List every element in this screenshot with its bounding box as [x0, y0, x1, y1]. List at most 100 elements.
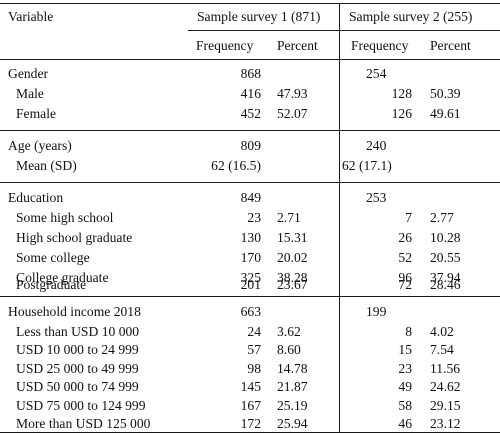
- survey1-percent: 3.62: [277, 324, 301, 339]
- row-label: USD 75 000 to 124 999: [16, 397, 146, 413]
- bottom-rule: [0, 432, 500, 434]
- table-row: College graduate 325 38.28 96 37.94: [0, 268, 500, 288]
- survey1-frequency: 868: [240, 66, 261, 81]
- survey2-frequency: 126: [391, 106, 412, 121]
- subheader-row: Frequency Percent Frequency Percent: [0, 36, 500, 56]
- section-divider: [0, 130, 500, 131]
- survey1-frequency: 24: [247, 324, 261, 339]
- section-title: Age (years): [8, 138, 72, 153]
- variable-header: Variable: [8, 9, 54, 24]
- table-row: USD 25 000 to 49 999 98 14.78 23 11.56: [0, 359, 500, 379]
- survey1-percent: 14.78: [277, 360, 308, 376]
- survey2-percent: 28.46: [430, 277, 461, 292]
- frequency-header: Frequency: [351, 38, 409, 53]
- survey1-frequency: 145: [240, 379, 261, 395]
- survey2-percent: 2.77: [430, 210, 454, 225]
- row-label: Male: [16, 86, 44, 101]
- survey1-percent: 20.02: [277, 250, 308, 265]
- survey2-percent: 24.62: [430, 379, 461, 395]
- survey1-frequency: 325: [240, 270, 261, 285]
- survey2-frequency: 49: [398, 379, 412, 395]
- top-rule: [0, 3, 500, 5]
- section-title: Gender: [8, 66, 49, 81]
- survey2-percent: 29.15: [430, 397, 461, 413]
- row-label: USD 10 000 to 24 999: [16, 342, 139, 358]
- survey1-frequency: 57: [247, 342, 261, 358]
- survey1-frequency: 452: [240, 106, 261, 121]
- survey2-percent: 23.12: [430, 416, 461, 431]
- column-divider: [339, 3, 340, 433]
- survey1-percent: 38.28: [277, 270, 308, 285]
- survey1-percent: 23.67: [277, 277, 308, 292]
- survey1-header: Sample survey 1 (871): [197, 9, 321, 24]
- survey1-percent: 25.19: [277, 397, 308, 413]
- survey1-percent: 47.93: [277, 86, 308, 101]
- survey2-frequency: 46: [398, 416, 412, 431]
- survey2-header: Sample survey 2 (255): [349, 9, 473, 24]
- frequency-header: Frequency: [196, 38, 254, 53]
- survey1-frequency: 172: [240, 416, 261, 431]
- percent-header: Percent: [430, 38, 471, 53]
- section-divider: [0, 296, 500, 297]
- row-label: USD 50 000 to 74 999: [16, 379, 139, 395]
- section-title: Education: [8, 190, 64, 205]
- survey1-frequency: 201: [240, 277, 261, 292]
- table-row: Some college 170 20.02 52 20.55: [0, 248, 500, 268]
- row-label: College graduate: [16, 270, 109, 285]
- survey2-frequency: 58: [398, 397, 412, 413]
- percent-header: Percent: [277, 38, 318, 53]
- survey2-percent: 50.39: [430, 86, 461, 101]
- survey1-percent: 2.71: [277, 210, 301, 225]
- survey2-percent: 4.02: [430, 324, 454, 339]
- survey2-mean-sd: 62 (17.1): [342, 158, 392, 173]
- survey1-frequency: 130: [240, 230, 261, 245]
- section-row-education: Education 849 253: [0, 188, 500, 208]
- table-row: High school graduate 130 15.31 26 10.28: [0, 228, 500, 248]
- section-row-age: Age (years) 809 240: [0, 136, 500, 156]
- survey1-frequency: 23: [247, 210, 261, 225]
- survey2-frequency: 26: [398, 230, 412, 245]
- section-row-gender: Gender 868 254: [0, 64, 500, 84]
- row-label: USD 25 000 to 49 999: [16, 360, 139, 376]
- survey2-percent: 11.56: [430, 360, 461, 376]
- survey2-percent: 49.61: [430, 106, 461, 121]
- survey1-frequency: 809: [240, 138, 261, 153]
- survey2-frequency: 72: [398, 277, 412, 292]
- header-bottom-rule: [0, 59, 500, 60]
- table-row: USD 10 000 to 24 999 57 8.60 15 7.54: [0, 340, 500, 360]
- header-row: Variable Sample survey 1 (871) Sample su…: [0, 7, 500, 27]
- survey2-frequency: 254: [366, 66, 387, 81]
- table-row: USD 75 000 to 124 999 167 25.19 58 29.15: [0, 396, 500, 416]
- survey1-percent: 25.94: [277, 416, 308, 431]
- row-label: Mean (SD): [16, 158, 77, 173]
- survey2-frequency: 128: [391, 86, 412, 101]
- section-row-income: Household income 2018 663 199: [0, 302, 500, 322]
- table-row: Female 452 52.07 126 49.61: [0, 104, 500, 124]
- survey2-frequency: 52: [398, 250, 412, 265]
- survey1-percent: 8.60: [277, 342, 301, 358]
- table-row: More than USD 125 000 172 25.94 46 23.12: [0, 414, 500, 434]
- table-row: Postgraduate 201 23.67 72 28.46: [0, 275, 500, 295]
- section-title: Household income 2018: [8, 304, 141, 319]
- row-label: Some college: [16, 250, 90, 265]
- survey1-frequency: 416: [240, 86, 261, 101]
- survey1-mean-sd: 62 (16.5): [211, 158, 261, 173]
- row-label: Less than USD 10 000: [16, 324, 140, 339]
- survey2-frequency: 253: [366, 190, 387, 205]
- survey2-frequency: 199: [366, 304, 387, 319]
- survey2-frequency: 7: [405, 210, 412, 225]
- survey1-frequency: 170: [240, 250, 261, 265]
- table-row: Less than USD 10 000 24 3.62 8 4.02: [0, 322, 500, 342]
- survey2-percent: 10.28: [430, 230, 461, 245]
- survey1-percent: 52.07: [277, 106, 308, 121]
- table-row: Mean (SD) 62 (16.5) 62 (17.1): [0, 156, 500, 176]
- survey2-frequency: 96: [398, 270, 412, 285]
- survey2-frequency: 8: [405, 324, 412, 339]
- row-label: Postgraduate: [16, 277, 87, 292]
- survey2-frequency: 23: [398, 360, 412, 376]
- row-label: High school graduate: [16, 230, 133, 245]
- survey1-percent: 15.31: [277, 230, 308, 245]
- survey1-percent: 21.87: [277, 379, 308, 395]
- survey1-frequency: 167: [240, 397, 261, 413]
